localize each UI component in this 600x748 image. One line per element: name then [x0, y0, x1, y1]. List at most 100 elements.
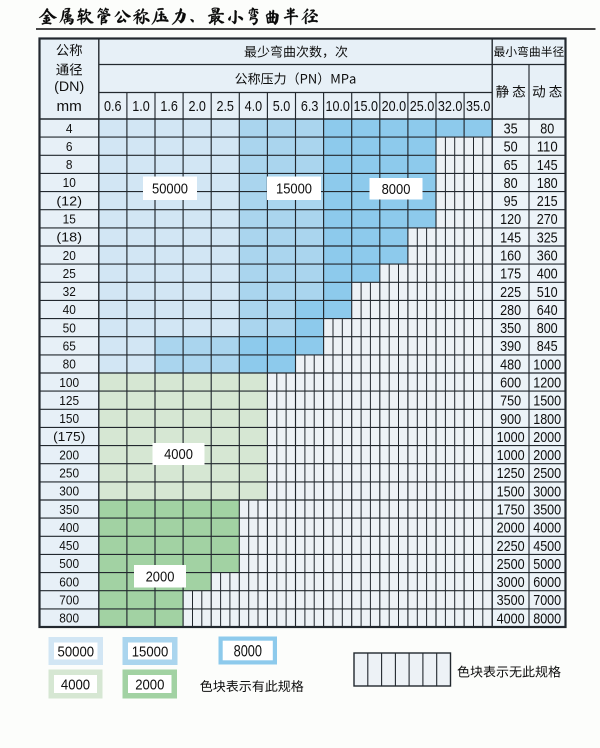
svg-text:640: 640: [537, 302, 558, 319]
svg-text:145: 145: [500, 229, 521, 246]
svg-text:500: 500: [59, 556, 79, 571]
svg-text:2500: 2500: [533, 465, 561, 482]
svg-text:(18): (18): [56, 230, 82, 245]
svg-text:6.3: 6.3: [301, 98, 319, 115]
svg-text:2000: 2000: [533, 447, 561, 464]
svg-text:25.0: 25.0: [410, 98, 435, 115]
svg-text:750: 750: [500, 393, 521, 410]
svg-text:300: 300: [59, 484, 79, 499]
svg-text:40: 40: [63, 302, 76, 317]
svg-text:(DN): (DN): [54, 79, 84, 94]
svg-text:mm: mm: [57, 98, 82, 115]
svg-text:2.0: 2.0: [188, 98, 206, 115]
svg-text:32.0: 32.0: [438, 98, 463, 115]
svg-text:20: 20: [63, 248, 76, 263]
svg-text:50000: 50000: [152, 181, 188, 197]
svg-text:400: 400: [537, 266, 558, 283]
svg-text:6000: 6000: [533, 574, 561, 591]
svg-text:4500: 4500: [533, 538, 561, 555]
svg-text:280: 280: [500, 302, 521, 319]
svg-text:1500: 1500: [497, 483, 525, 500]
svg-text:1.6: 1.6: [160, 98, 178, 115]
svg-text:160: 160: [500, 248, 521, 265]
svg-text:50: 50: [63, 320, 76, 335]
svg-text:215: 215: [537, 193, 558, 210]
svg-text:600: 600: [500, 375, 521, 392]
svg-text:1800: 1800: [533, 411, 561, 428]
svg-text:350: 350: [59, 502, 79, 517]
svg-text:0.6: 0.6: [104, 98, 122, 115]
svg-text:250: 250: [59, 466, 79, 481]
svg-text:700: 700: [59, 593, 79, 608]
svg-text:65: 65: [63, 339, 76, 354]
svg-text:15000: 15000: [132, 644, 169, 660]
svg-text:1000: 1000: [497, 447, 525, 464]
svg-text:7000: 7000: [533, 592, 561, 609]
svg-text:4000: 4000: [497, 610, 525, 627]
svg-text:3000: 3000: [497, 574, 525, 591]
svg-text:2250: 2250: [497, 538, 525, 555]
svg-text:5000: 5000: [533, 556, 561, 573]
svg-text:1750: 1750: [497, 502, 525, 519]
svg-text:6: 6: [66, 139, 73, 154]
svg-text:350: 350: [500, 320, 521, 337]
svg-text:80: 80: [540, 121, 554, 138]
svg-text:1500: 1500: [533, 393, 561, 410]
svg-text:110: 110: [537, 139, 558, 156]
svg-text:1200: 1200: [533, 375, 561, 392]
svg-text:4000: 4000: [61, 677, 90, 693]
svg-text:270: 270: [537, 211, 558, 228]
svg-text:900: 900: [500, 411, 521, 428]
svg-text:3500: 3500: [497, 592, 525, 609]
svg-text:65: 65: [504, 157, 518, 174]
svg-text:4.0: 4.0: [245, 98, 263, 115]
svg-text:600: 600: [59, 574, 79, 589]
svg-text:(175): (175): [53, 429, 85, 444]
svg-text:1250: 1250: [497, 465, 525, 482]
svg-text:8000: 8000: [533, 610, 561, 627]
svg-text:1.0: 1.0: [132, 98, 150, 115]
svg-text:2000: 2000: [497, 520, 525, 537]
svg-text:50: 50: [504, 139, 518, 156]
svg-text:8000: 8000: [234, 642, 262, 661]
svg-text:150: 150: [59, 411, 79, 426]
svg-text:35.0: 35.0: [466, 98, 491, 115]
svg-text:145: 145: [537, 157, 558, 174]
svg-text:800: 800: [537, 320, 558, 337]
svg-text:175: 175: [500, 266, 521, 283]
svg-text:325: 325: [537, 229, 558, 246]
svg-text:3000: 3000: [533, 483, 561, 500]
svg-text:25: 25: [63, 266, 76, 281]
svg-text:50000: 50000: [58, 644, 95, 660]
svg-text:2500: 2500: [497, 556, 525, 573]
svg-text:225: 225: [500, 284, 521, 301]
svg-text:35: 35: [504, 121, 518, 138]
svg-text:2000: 2000: [135, 677, 164, 693]
svg-text:125: 125: [59, 393, 79, 408]
svg-text:4000: 4000: [533, 520, 561, 537]
svg-text:450: 450: [59, 538, 79, 553]
svg-text:120: 120: [500, 211, 521, 228]
svg-text:2000: 2000: [533, 429, 561, 446]
svg-text:1000: 1000: [533, 356, 561, 373]
svg-text:32: 32: [63, 284, 76, 299]
svg-text:400: 400: [59, 520, 79, 535]
svg-text:180: 180: [537, 175, 558, 192]
svg-text:1000: 1000: [497, 429, 525, 446]
svg-text:(12): (12): [56, 193, 82, 208]
svg-text:15: 15: [63, 212, 76, 227]
svg-text:8: 8: [66, 157, 73, 172]
svg-text:5.0: 5.0: [273, 98, 291, 115]
svg-text:80: 80: [504, 175, 518, 192]
svg-text:2.5: 2.5: [216, 98, 234, 115]
svg-text:4000: 4000: [164, 447, 193, 463]
svg-text:360: 360: [537, 248, 558, 265]
svg-text:15000: 15000: [276, 181, 312, 197]
svg-text:10: 10: [63, 175, 76, 190]
svg-text:390: 390: [500, 338, 521, 355]
svg-text:510: 510: [537, 284, 558, 301]
svg-text:80: 80: [63, 357, 76, 372]
svg-text:800: 800: [59, 611, 79, 626]
svg-text:480: 480: [500, 356, 521, 373]
svg-text:15.0: 15.0: [354, 98, 379, 115]
